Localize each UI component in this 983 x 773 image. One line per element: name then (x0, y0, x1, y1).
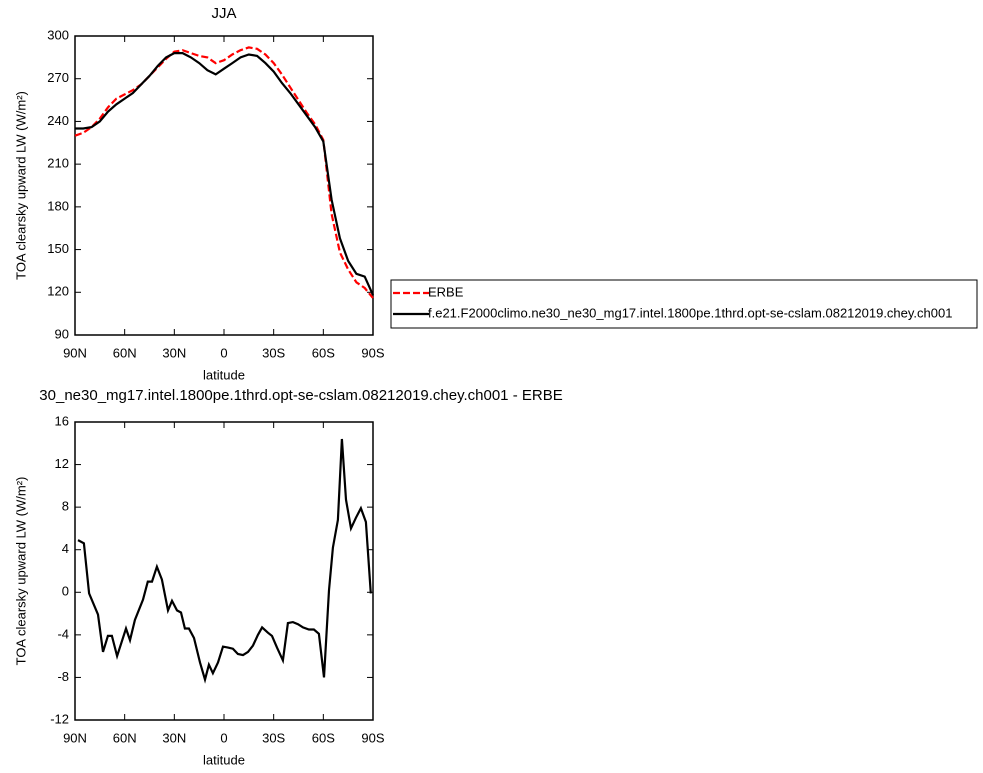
x-axis-label: latitude (203, 367, 245, 382)
legend-label: ERBE (428, 284, 464, 299)
y-tick-label: -4 (57, 626, 69, 641)
x-tick-label: 90S (361, 730, 384, 745)
x-tick-label: 90N (63, 345, 87, 360)
data-line (75, 52, 375, 296)
legend-label: f.e21.F2000climo.ne30_ne30_mg17.intel.18… (428, 305, 952, 320)
y-tick-label: 12 (55, 456, 69, 471)
y-tick-label: 240 (47, 113, 69, 128)
y-axis-label: TOA clearsky upward LW (W/m²) (13, 477, 28, 666)
y-tick-label: 4 (62, 541, 69, 556)
y-tick-label: 8 (62, 499, 69, 514)
data-line (77, 438, 372, 684)
y-tick-label: 120 (47, 284, 69, 299)
y-tick-label: 210 (47, 156, 69, 171)
y-tick-label: 150 (47, 241, 69, 256)
chart-title: JJA (211, 5, 236, 22)
y-tick-label: 300 (47, 27, 69, 42)
x-tick-label: 90N (63, 730, 87, 745)
x-tick-label: 60N (113, 730, 137, 745)
y-tick-label: 90 (55, 326, 69, 341)
y-tick-label: 270 (47, 70, 69, 85)
x-axis-label: latitude (203, 752, 245, 767)
x-tick-label: 30N (162, 345, 186, 360)
y-tick-label: 16 (55, 413, 69, 428)
y-tick-label: -8 (57, 669, 69, 684)
x-tick-label: 30S (262, 345, 285, 360)
x-tick-label: 30S (262, 730, 285, 745)
plot-frame (74, 421, 374, 721)
y-tick-label: -12 (50, 711, 69, 726)
x-tick-label: 0 (220, 730, 227, 745)
legend-box (390, 279, 978, 329)
chart-title: 30_ne30_mg17.intel.1800pe.1thrd.opt-se-c… (39, 387, 562, 404)
x-tick-label: 60N (113, 345, 137, 360)
y-axis-label: TOA clearsky upward LW (W/m²) (13, 91, 28, 280)
y-tick-label: 0 (62, 584, 69, 599)
x-tick-label: 0 (220, 345, 227, 360)
x-tick-label: 90S (361, 345, 384, 360)
y-tick-label: 180 (47, 198, 69, 213)
x-tick-label: 60S (312, 730, 335, 745)
x-tick-label: 60S (312, 345, 335, 360)
x-tick-label: 30N (162, 730, 186, 745)
